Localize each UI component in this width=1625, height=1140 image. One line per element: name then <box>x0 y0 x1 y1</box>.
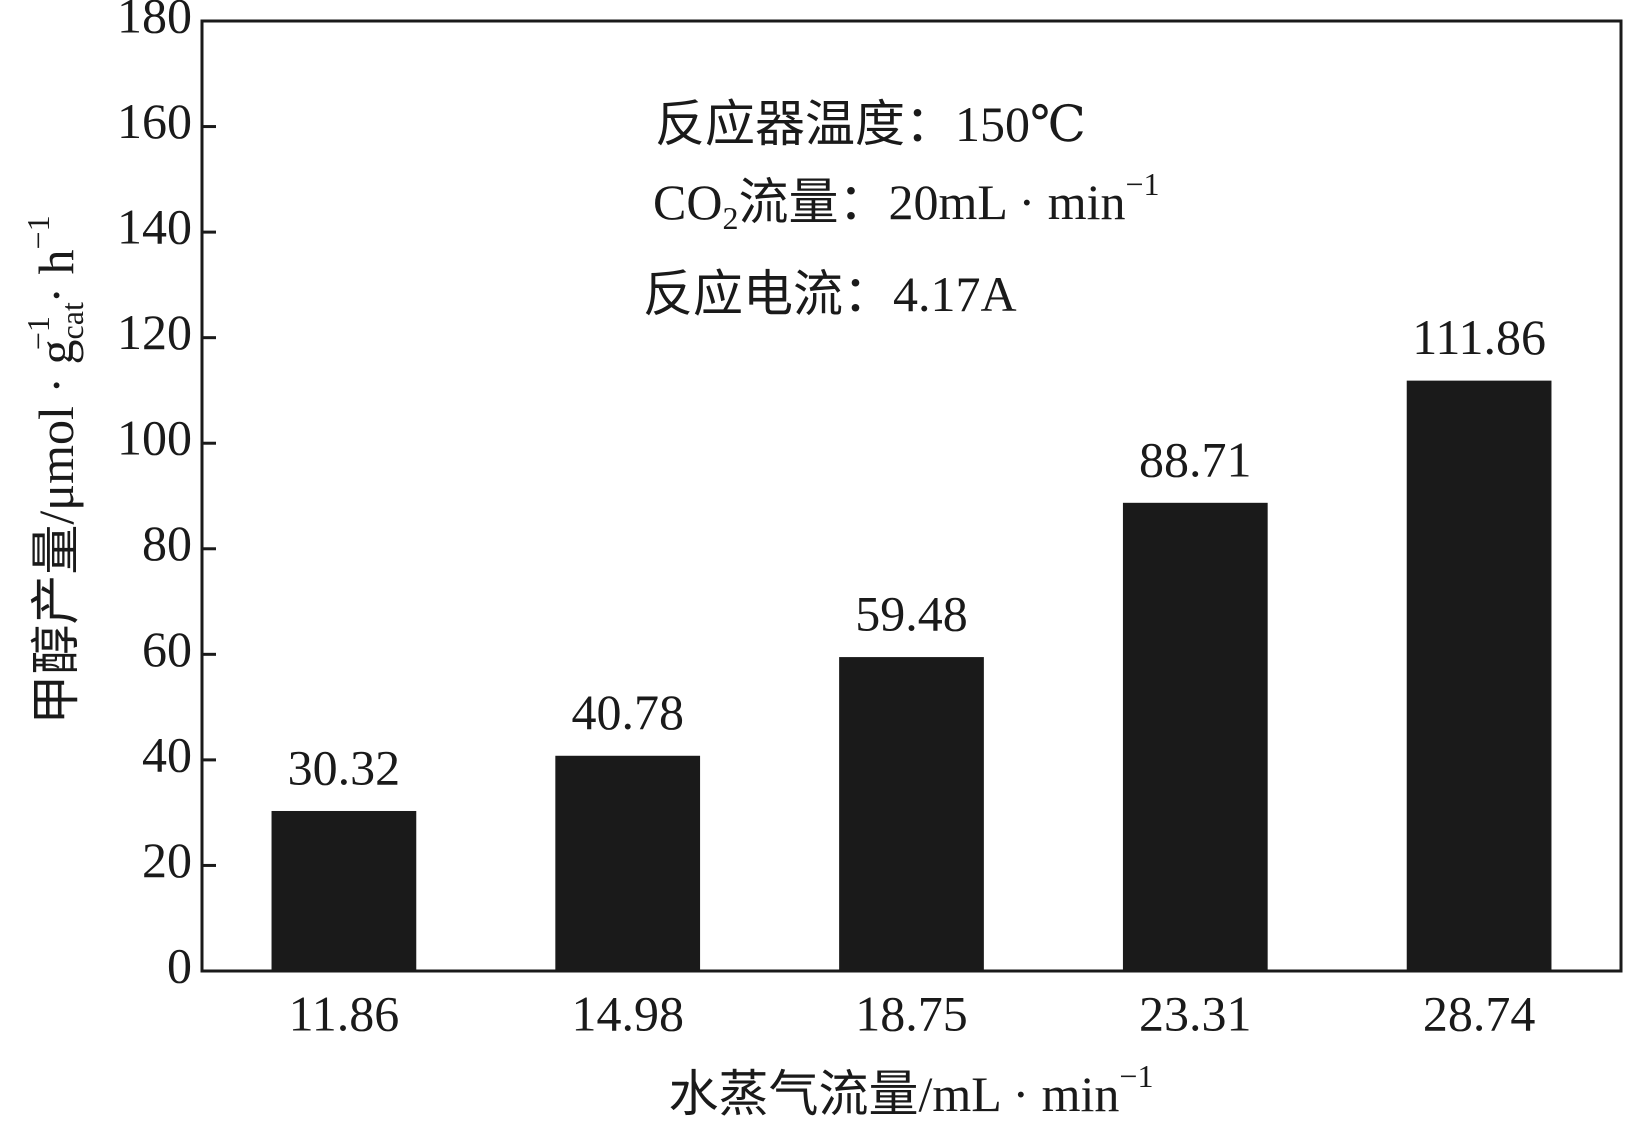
x-label-sup: −1 <box>1119 1058 1153 1094</box>
value-label: 88.71 <box>1139 431 1252 487</box>
y-tick-label: 80 <box>142 515 192 571</box>
x-tick-label: 23.31 <box>1139 985 1252 1041</box>
bar <box>1406 380 1552 971</box>
annotation-part: 流量：20mL · min <box>738 174 1125 230</box>
x-axis-label: 水蒸气流量/mL · min−1 <box>669 1058 1154 1122</box>
y-tick-label: 160 <box>117 93 192 149</box>
value-label: 40.78 <box>571 684 684 740</box>
annotation-sub: 2 <box>722 200 738 236</box>
y-tick-label: 100 <box>117 410 192 466</box>
bar <box>271 810 417 971</box>
bar <box>555 755 701 971</box>
annotation-part: 反应电流：4.17A <box>643 266 1017 322</box>
y-tick-label: 20 <box>142 832 192 888</box>
x-tick-label: 11.86 <box>289 985 400 1041</box>
annotation: CO2流量：20mL · min−1 <box>653 166 1160 236</box>
y-label-sup: −1 <box>20 215 56 249</box>
x-tick-label: 28.74 <box>1423 985 1536 1041</box>
annotation-part: 反应器温度：150℃ <box>655 96 1086 152</box>
y-tick-label: 0 <box>167 937 192 993</box>
value-label: 30.32 <box>288 739 401 795</box>
value-label: 111.86 <box>1412 309 1546 365</box>
x-label-part: 水蒸气流量/mL · min <box>669 1066 1120 1122</box>
annotation: 反应器温度：150℃ <box>655 96 1086 152</box>
x-tick-label: 14.98 <box>571 985 684 1041</box>
value-label: 59.48 <box>855 586 968 642</box>
annotation-sup: −1 <box>1125 166 1159 202</box>
annotation: 反应电流：4.17A <box>643 266 1017 322</box>
y-label-part: 甲醇产量/μmol · g <box>28 339 84 724</box>
x-tick-label: 18.75 <box>855 985 968 1041</box>
y-label-sup: −1 <box>20 316 56 350</box>
y-label-part: · h <box>28 249 84 316</box>
y-axis-label: 甲醇产量/μmol · gcat−1 · h−1 <box>20 215 90 724</box>
y-tick-label: 60 <box>142 621 192 677</box>
y-tick-label: 180 <box>117 0 192 43</box>
y-label-sub: cat <box>54 302 90 339</box>
y-tick-label: 140 <box>117 199 192 255</box>
bar <box>839 657 984 971</box>
annotation-part: CO <box>653 174 722 230</box>
y-tick-label: 40 <box>142 726 192 782</box>
bar <box>1122 502 1268 971</box>
y-tick-label: 120 <box>117 304 192 360</box>
